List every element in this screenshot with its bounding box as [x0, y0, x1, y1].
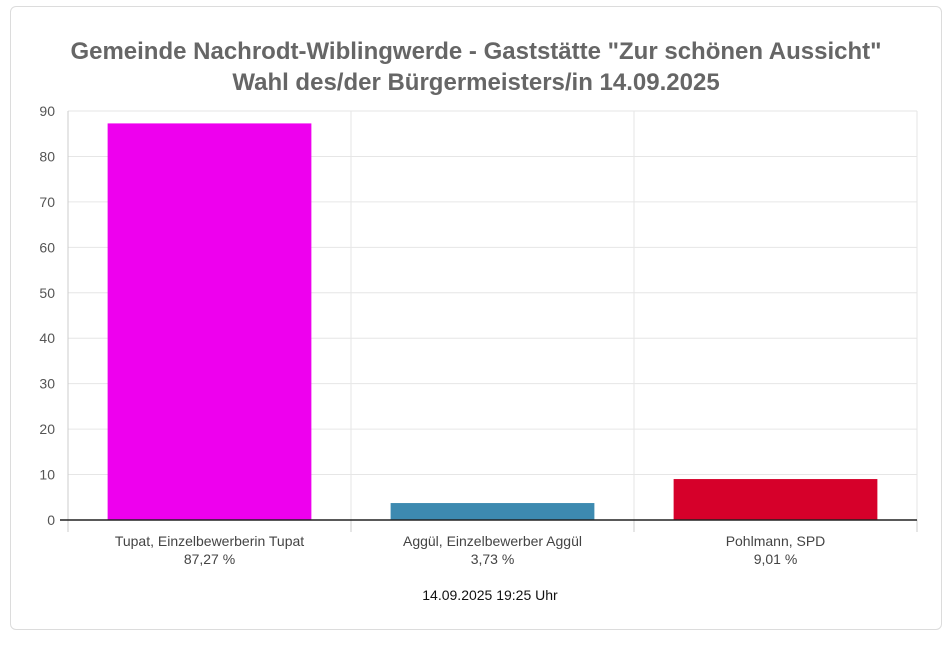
y-tick-label: 50 — [39, 285, 55, 301]
x-category-label: Tupat, Einzelbewerberin Tupat — [115, 533, 304, 549]
bar — [390, 503, 595, 520]
y-tick-label: 20 — [39, 421, 55, 437]
y-tick-label: 60 — [39, 239, 55, 255]
y-tick-label: 70 — [39, 194, 55, 210]
x-category-label: Pohlmann, SPD — [726, 533, 826, 549]
y-tick-label: 80 — [39, 148, 55, 164]
timestamp-footer: 14.09.2025 19:25 Uhr — [422, 587, 558, 603]
chart-subtitle: Wahl des/der Bürgermeisters/in 14.09.202… — [232, 69, 720, 96]
bar — [107, 123, 312, 520]
bar-value-label: 9,01 % — [754, 551, 798, 567]
y-tick-label: 40 — [39, 330, 55, 346]
y-tick-label: 0 — [47, 512, 55, 528]
bar — [673, 479, 878, 520]
chart-title: Gemeinde Nachrodt-Wiblingwerde - Gaststä… — [70, 38, 882, 65]
bar-value-label: 3,73 % — [471, 551, 515, 567]
x-category-label: Aggül, Einzelbewerber Aggül — [403, 533, 582, 549]
y-tick-label: 90 — [39, 103, 55, 119]
y-tick-label: 30 — [39, 376, 55, 392]
bar-value-label: 87,27 % — [184, 551, 235, 567]
y-tick-label: 10 — [39, 467, 55, 483]
